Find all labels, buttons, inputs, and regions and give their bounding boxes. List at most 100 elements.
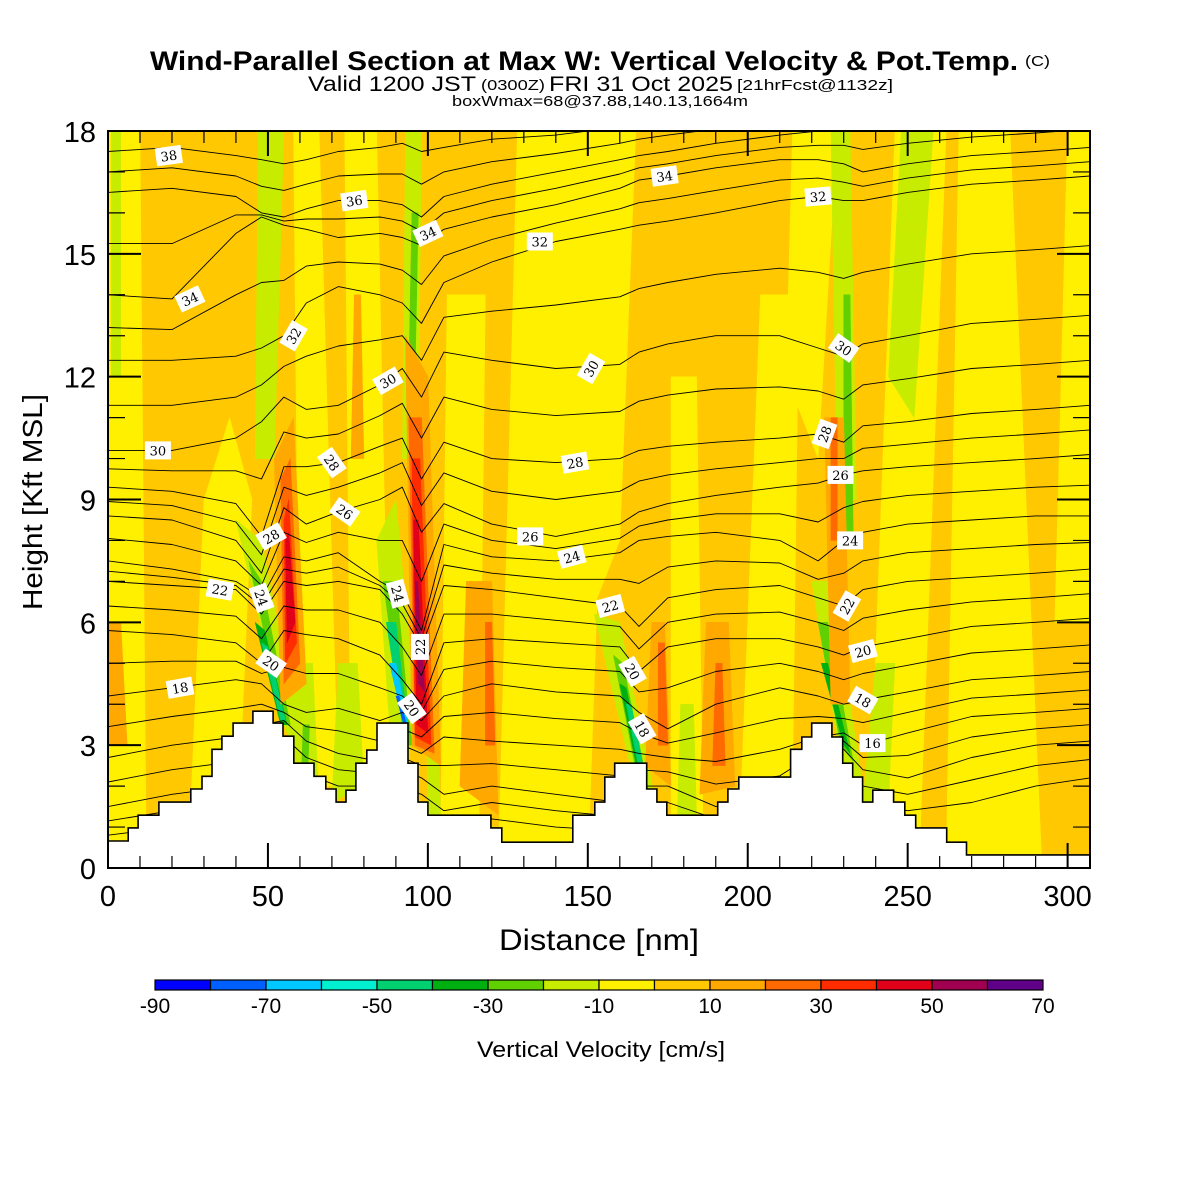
contour-label-box [804,186,832,207]
contour-label-box [650,165,679,187]
contour-label-box [618,655,647,688]
x-tick-label: 300 [1043,881,1091,913]
contour-label-text: 22 [838,596,859,618]
axis-ticks [107,130,1090,869]
colorbar-swatch [709,979,767,991]
contour-label-box [255,648,287,679]
contour-label-box [576,352,606,385]
colorbar-tick-labels: -90 -70 -50 -30 -10 10 30 50 70 [140,995,1055,1018]
isentrope-36 [108,131,821,218]
velocity-region [657,642,669,746]
contour-label-box [827,333,860,363]
isentrope-35 [108,131,1069,245]
contour-label: 34 [412,219,444,248]
contour-label: 22 [832,590,862,622]
contour-label-text: 24 [562,549,582,568]
colorbar-tick-label: -10 [584,995,614,1018]
isentrope-30 [108,314,1090,451]
colorbar-label: Vertical Velocity [cm/s] [477,1037,725,1062]
isentrope-25 [108,484,1090,586]
contour-label: 18 [847,685,879,715]
colorbar-tick-label: -70 [251,995,281,1018]
colorbar-swatch [598,979,656,991]
y-tick-label: 15 [64,240,96,272]
contour-label-text: 32 [532,236,549,251]
velocity-region [888,131,934,418]
x-tick-label: 50 [252,881,284,913]
contour-label-text: 22 [210,582,229,600]
isentrope-29 [108,359,1090,480]
contour-label-box [848,638,878,664]
contour-label-box [595,593,626,619]
contour-label-text: 34 [180,290,201,311]
contour-label: 24 [837,531,864,550]
subtitle-utc-time: (0300Z) [481,77,545,94]
contour-label: 16 [859,734,886,753]
contour-label: 34 [650,165,679,187]
isentrope-34 [108,146,1090,300]
contour-label-text: 28 [566,455,585,473]
contour-label: 30 [576,352,606,385]
terrain-mask [108,711,1090,868]
y-tick-label: 9 [80,486,96,518]
contour-label-text: 34 [656,169,674,186]
velocity-region [945,131,1043,868]
terrain-outline [108,710,1090,856]
y-tick-label: 18 [64,117,96,149]
colorbar-swatch [986,979,1044,991]
x-tick-label: 250 [883,881,931,913]
contour-label-box [412,219,444,248]
contour-label-text: 28 [261,527,283,548]
velocity-region [712,663,726,766]
contour-label-box [340,189,369,212]
colorbar-swatch [875,979,933,991]
isentrope-26 [108,454,1090,574]
colorbar-tick-label: -30 [473,995,503,1018]
contour-label-text: 16 [864,737,881,752]
colorbar-swatch [154,979,212,991]
velocity-region [350,294,365,459]
isentrope-22 [108,568,1090,648]
contour-label: 28 [811,418,838,450]
colorbar-swatch [376,979,434,991]
contour-label: 18 [627,713,657,745]
colorbar-swatch [320,979,378,991]
x-tick-label: 200 [724,881,772,913]
contour-label-text: 18 [171,680,190,698]
contour-label-box [372,366,404,396]
contour-label-box [837,531,864,550]
contour-label-box [410,633,429,660]
colorbar-tick-label: -50 [362,995,392,1018]
isentrope-28 [108,404,1090,537]
contour-label-text: 30 [150,444,167,459]
colorbar-swatch [265,979,323,991]
contour-label-text: 20 [853,643,873,662]
x-tick-label: 150 [564,881,612,913]
colorbar-swatch [487,979,545,991]
contour-label-box [517,527,544,546]
contour-label-text: 38 [160,149,178,166]
colorbar [154,979,1044,991]
contour-label: 26 [827,465,854,484]
annotation-boxwmax: boxWmax=68@37.88,140.13,1664m [452,93,748,110]
contour-label: 24 [385,578,410,609]
contour-label-text: 18 [630,719,651,741]
isentrope-17 [108,689,1090,744]
x-tick-label: 100 [404,881,452,913]
contour-label-text: 24 [387,584,406,604]
contour-label-box [556,544,587,569]
contour-label: 26 [517,527,544,546]
contour-label-text: 26 [832,469,849,484]
subtitle-valid-time: Valid 1200 JST [308,73,476,96]
contour-label-text: 22 [414,639,429,656]
contour-label-text: 34 [418,224,439,245]
isentrope-23 [108,542,1090,640]
colorbar-swatch [764,979,822,991]
colorbar-swatch [931,979,989,991]
contour-label: 22 [595,593,626,619]
contour-label-box [827,465,854,484]
colorbar-tick-label: -90 [140,995,170,1018]
